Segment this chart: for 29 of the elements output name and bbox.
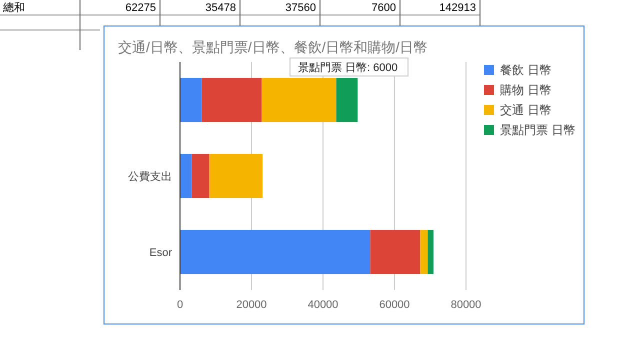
- x-tick-label: 20000: [236, 299, 267, 311]
- annotation: 景點門票 日幣: 6000: [298, 62, 398, 74]
- legend-label: 購物 日幣: [500, 83, 552, 97]
- legend-label: 餐飲 日幣: [500, 63, 552, 77]
- bar: [192, 154, 210, 198]
- y-tick-label: Esor: [149, 247, 172, 259]
- bar: [209, 154, 263, 198]
- x-tick-label: 0: [176, 299, 184, 311]
- bar: [180, 78, 202, 122]
- bar: [370, 230, 420, 274]
- text: 總和: [2, 1, 25, 14]
- text: 62275: [125, 2, 156, 14]
- text: 7600: [372, 2, 396, 14]
- text: 142913: [439, 2, 476, 14]
- bar: [180, 230, 370, 274]
- bar: [428, 230, 434, 274]
- legend-label: 景點門票 日幣: [500, 123, 576, 137]
- x-tick-label: 40000: [308, 299, 338, 311]
- text: 37560: [285, 2, 316, 14]
- x-tick-label: 80000: [450, 299, 482, 311]
- bar: [336, 78, 358, 122]
- x-tick-label: 60000: [379, 299, 410, 311]
- text: 35478: [205, 2, 236, 14]
- y-tick-label: 公費支出: [128, 170, 172, 183]
- legend-label: 交通 日幣: [500, 103, 552, 117]
- chart-title: 交通/日幣、景點門票/日幣、餐飲/日幣和購物/日幣: [118, 39, 428, 55]
- bar: [202, 78, 262, 122]
- bar: [180, 154, 192, 198]
- bar: [420, 230, 428, 274]
